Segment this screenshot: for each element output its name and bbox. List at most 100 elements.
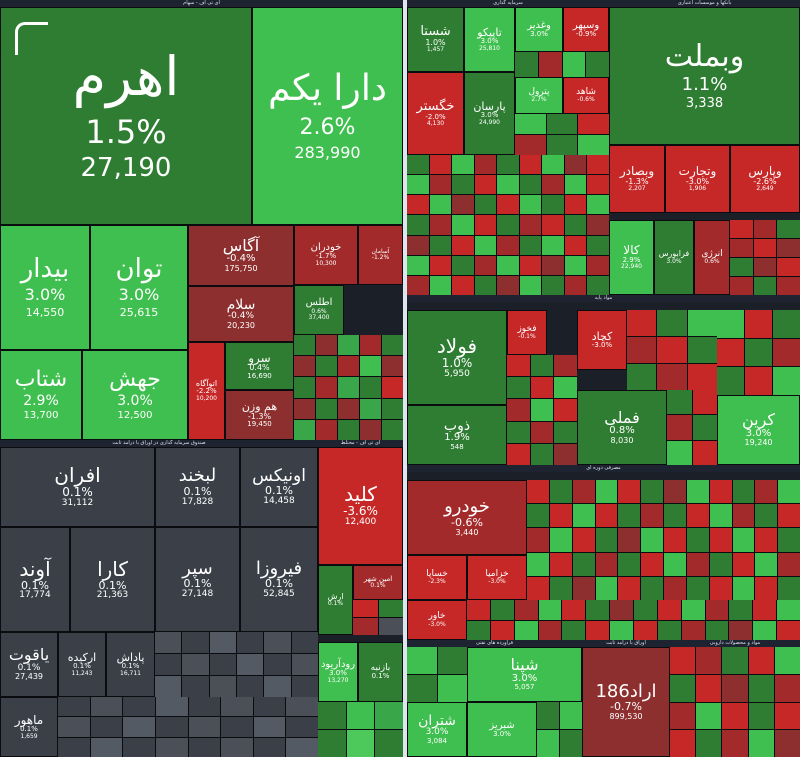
mini-tile[interactable] [437, 647, 467, 674]
mini-tile[interactable] [634, 620, 657, 640]
tile-sarv[interactable]: سرو 0.4% 16,690 [225, 342, 294, 390]
mini-tile[interactable] [717, 367, 744, 395]
mini-tile[interactable] [353, 618, 378, 635]
mini-tile[interactable] [774, 702, 800, 730]
mini-tile[interactable] [542, 255, 564, 275]
mini-tile[interactable] [595, 528, 618, 552]
mini-tile[interactable] [709, 552, 732, 576]
mini-tile[interactable] [664, 552, 686, 576]
mini-tile[interactable] [407, 235, 429, 255]
mini-tile[interactable] [595, 576, 618, 600]
mini-tile[interactable] [155, 737, 188, 757]
mini-tile[interactable] [705, 620, 729, 640]
mini-tile[interactable] [467, 600, 490, 620]
mini-tile[interactable] [360, 398, 381, 419]
tile-ahrom[interactable]: اهرم 1.5% 27,190 [0, 7, 252, 225]
mini-tile[interactable] [748, 674, 774, 702]
mini-tile[interactable] [382, 419, 403, 440]
mini-tile[interactable] [692, 415, 717, 440]
mini-tile[interactable] [58, 717, 90, 737]
mini-tile[interactable] [777, 258, 800, 276]
mini-tile[interactable] [90, 717, 123, 737]
mini-tile[interactable] [375, 702, 403, 729]
mini-tile[interactable] [360, 356, 381, 377]
mini-tile[interactable] [237, 676, 264, 697]
mini-tile[interactable] [542, 175, 564, 195]
mini-tile[interactable] [519, 255, 542, 275]
mini-tile[interactable] [778, 552, 800, 576]
mini-tile[interactable] [554, 421, 577, 443]
mini-tile[interactable] [657, 337, 687, 363]
mini-tile[interactable] [618, 504, 641, 528]
mini-tile[interactable] [641, 504, 663, 528]
mini-tile[interactable] [490, 620, 514, 640]
mini-tile[interactable] [123, 717, 155, 737]
mini-tile[interactable] [564, 255, 587, 275]
mini-tile[interactable] [382, 398, 403, 419]
mini-tile[interactable] [507, 355, 530, 377]
mini-tile[interactable] [407, 175, 429, 195]
tile-hamvazn[interactable]: هم وزن -1.3% 19,450 [225, 390, 294, 440]
mini-tile[interactable] [755, 552, 778, 576]
mini-tile[interactable] [407, 674, 437, 702]
mini-tile[interactable] [530, 443, 554, 465]
mini-tile[interactable] [497, 175, 519, 195]
mini-tile[interactable] [549, 504, 572, 528]
mini-tile[interactable] [58, 697, 90, 717]
tile-kala[interactable]: کالا 2.9% 22,940 [609, 220, 654, 295]
mini-tile[interactable] [474, 195, 497, 215]
tile-shetab[interactable]: شتاب 2.9% 13,700 [0, 350, 82, 440]
mini-tile[interactable] [777, 600, 800, 620]
mini-tile[interactable] [753, 600, 777, 620]
mini-tile[interactable] [560, 702, 582, 729]
tile-atlas[interactable]: اطلس 0.6% 37,400 [294, 285, 344, 335]
mini-tile[interactable] [221, 717, 253, 737]
mini-tile[interactable] [777, 239, 800, 257]
tile-asaman[interactable]: آسامان -1.2% [358, 225, 403, 285]
tile-karin[interactable]: کرین 3.0% 19,240 [717, 395, 800, 465]
mini-tile[interactable] [497, 155, 519, 175]
mini-tile[interactable] [667, 390, 692, 415]
tile-yaqut[interactable]: یاقوت 0.1% 27,439 [0, 632, 58, 697]
mini-tile[interactable] [730, 258, 753, 276]
mini-tile[interactable] [670, 674, 696, 702]
mini-tile[interactable] [546, 114, 578, 134]
mini-tile[interactable] [722, 674, 748, 702]
mini-tile[interactable] [346, 702, 375, 729]
mini-tile[interactable] [318, 730, 346, 757]
mini-tile[interactable] [618, 528, 641, 552]
mini-tile[interactable] [429, 155, 452, 175]
tile-shasta[interactable]: شستا 1.0% 1,457 [407, 7, 464, 72]
mini-tile[interactable] [542, 155, 564, 175]
tile-afran[interactable]: افران 0.1% 31,112 [0, 447, 155, 527]
mini-tile[interactable] [155, 654, 182, 675]
mini-tile[interactable] [514, 600, 538, 620]
mini-tile[interactable] [627, 337, 657, 363]
mini-tile[interactable] [123, 697, 155, 717]
mini-tile[interactable] [530, 421, 554, 443]
mini-tile[interactable] [670, 702, 696, 730]
mini-tile[interactable] [452, 235, 474, 255]
mini-tile[interactable] [530, 399, 554, 421]
tile-vebsader[interactable]: وبصادر -1.3% 2,207 [609, 145, 665, 213]
tile-labkhand[interactable]: لبخند 0.1% 17,828 [155, 447, 240, 527]
mini-tile[interactable] [474, 175, 497, 195]
mini-tile[interactable] [318, 702, 346, 729]
mini-tile[interactable] [686, 552, 709, 576]
mini-tile[interactable] [696, 730, 722, 757]
tile-khzamiya[interactable]: خزامیا -3.0% [467, 555, 527, 600]
mini-tile[interactable] [634, 600, 657, 620]
tile-foolad[interactable]: فولاد 1.0% 5,950 [407, 310, 507, 405]
mini-tile[interactable] [696, 702, 722, 730]
mini-tile[interactable] [664, 528, 686, 552]
mini-tile[interactable] [686, 480, 709, 504]
mini-tile[interactable] [530, 377, 554, 399]
mini-tile[interactable] [692, 440, 717, 465]
mini-tile[interactable] [530, 355, 554, 377]
mini-tile[interactable] [188, 737, 221, 757]
tile-zob[interactable]: ذوب 1.9% 548 [407, 405, 507, 465]
mini-tile[interactable] [709, 528, 732, 552]
mini-tile[interactable] [221, 697, 253, 717]
mini-tile[interactable] [778, 528, 800, 552]
mini-tile[interactable] [732, 552, 755, 576]
